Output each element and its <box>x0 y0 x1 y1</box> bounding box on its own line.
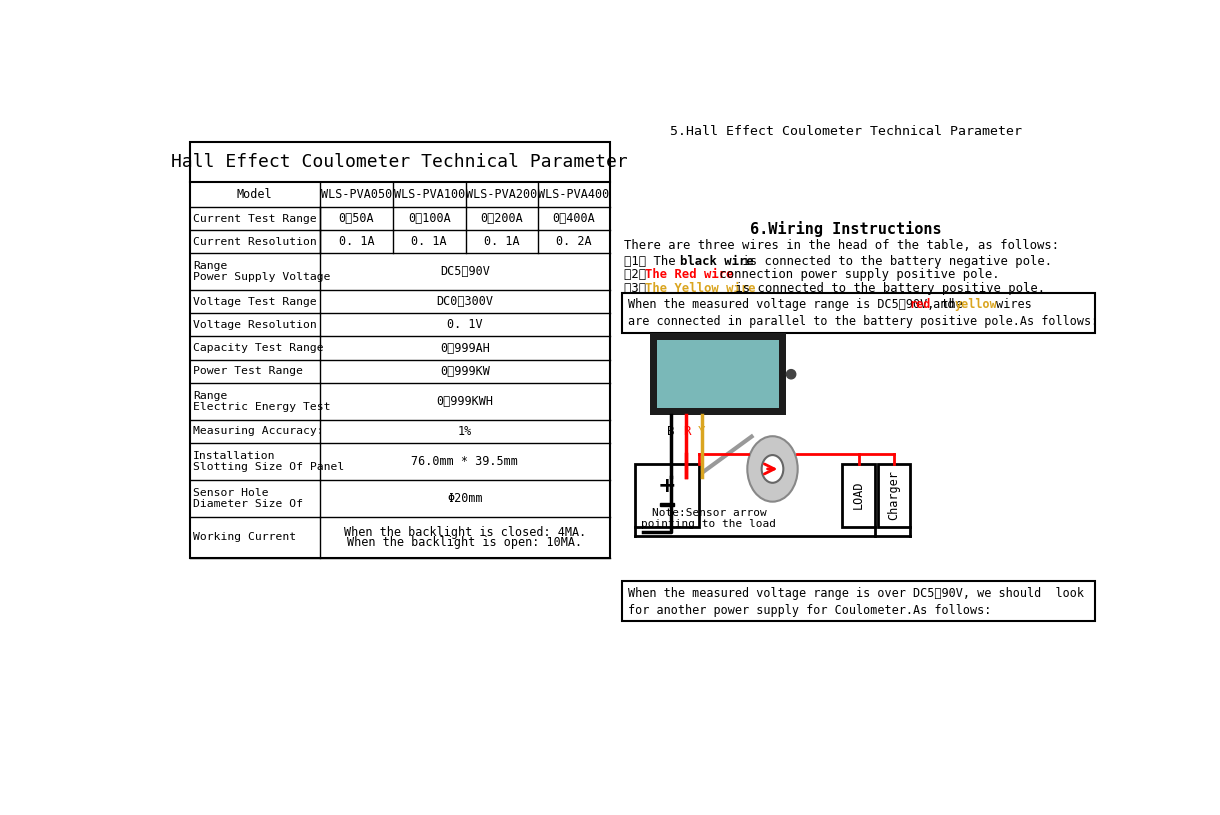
Text: 0. 1A: 0. 1A <box>484 236 520 249</box>
Text: 0. 1A: 0. 1A <box>411 236 447 249</box>
Text: 0～200A: 0～200A <box>481 212 523 225</box>
Text: Working Current: Working Current <box>193 532 296 543</box>
Text: Model: Model <box>237 188 272 201</box>
Text: WLS-PVA400: WLS-PVA400 <box>538 188 610 201</box>
Text: Current Test Range: Current Test Range <box>193 214 316 223</box>
Text: Note:Sensor arrow: Note:Sensor arrow <box>651 508 766 518</box>
Text: Φ20mm: Φ20mm <box>447 491 483 504</box>
Text: is connected to the battery negative pole.: is connected to the battery negative pol… <box>736 254 1053 267</box>
Text: 【2】: 【2】 <box>623 268 653 281</box>
Text: DC0～300V: DC0～300V <box>437 295 493 308</box>
Text: are connected in parallel to the battery positive pole.As follows:: are connected in parallel to the battery… <box>627 315 1098 328</box>
Text: 0～999KWH: 0～999KWH <box>437 394 493 408</box>
Text: Range: Range <box>193 262 227 271</box>
Text: 【3】: 【3】 <box>623 282 653 295</box>
Bar <box>660 503 675 506</box>
Text: 76.0mm * 39.5mm: 76.0mm * 39.5mm <box>411 455 518 468</box>
Text: 0～50A: 0～50A <box>338 212 375 225</box>
Text: Measuring Accuracy:: Measuring Accuracy: <box>193 426 323 436</box>
Text: 0. 1A: 0. 1A <box>338 236 375 249</box>
Text: black wire: black wire <box>680 254 753 267</box>
Text: 0～999KW: 0～999KW <box>440 364 489 377</box>
Text: Sensor Hole: Sensor Hole <box>193 488 268 498</box>
Text: Current Resolution: Current Resolution <box>193 237 316 247</box>
Text: Charger: Charger <box>888 470 900 520</box>
Text: DC5～90V: DC5～90V <box>440 266 489 278</box>
Ellipse shape <box>748 436 798 502</box>
Text: Range: Range <box>193 390 227 401</box>
Bar <box>636 464 699 526</box>
Text: When the backlight is closed: 4MA.: When the backlight is closed: 4MA. <box>344 526 586 539</box>
Text: 0～999AH: 0～999AH <box>440 341 489 355</box>
Text: yellow: yellow <box>954 298 998 311</box>
Text: Electric Energy Test: Electric Energy Test <box>193 402 331 412</box>
Circle shape <box>787 370 795 379</box>
Text: and: and <box>926 298 961 311</box>
Text: 1%: 1% <box>458 425 472 438</box>
Text: WLS-PVA100: WLS-PVA100 <box>394 188 465 201</box>
Text: Capacity Test Range: Capacity Test Range <box>193 343 323 353</box>
Text: Y: Y <box>698 425 705 438</box>
Text: 0～100A: 0～100A <box>407 212 450 225</box>
Text: Power Test Range: Power Test Range <box>193 366 303 377</box>
Text: Voltage Resolution: Voltage Resolution <box>193 320 316 330</box>
Bar <box>878 464 910 526</box>
Text: When the measured voltage range is DC5～90V, the: When the measured voltage range is DC5～9… <box>627 298 970 311</box>
Text: When the backlight is open: 10MA.: When the backlight is open: 10MA. <box>348 536 582 549</box>
Text: The Red wire: The Red wire <box>645 268 734 281</box>
Text: Hall Effect Coulometer Technical Parameter: Hall Effect Coulometer Technical Paramet… <box>171 153 628 171</box>
Text: WLS-PVA050: WLS-PVA050 <box>321 188 392 201</box>
Text: connection power supply positive pole.: connection power supply positive pole. <box>712 268 999 281</box>
Text: +: + <box>658 476 676 496</box>
Bar <box>189 143 610 558</box>
Text: red: red <box>909 298 931 311</box>
Text: B: B <box>667 425 675 438</box>
Text: The Yellow wire: The Yellow wire <box>645 282 756 295</box>
Text: 【1】 The: 【1】 The <box>623 254 683 267</box>
Text: Voltage Test Range: Voltage Test Range <box>193 297 316 307</box>
Bar <box>622 293 1094 333</box>
Text: 6.Wiring Instructions: 6.Wiring Instructions <box>750 221 942 236</box>
Text: 0. 1V: 0. 1V <box>447 319 483 332</box>
Text: When the measured voltage range is over DC5～90V, we should  look: When the measured voltage range is over … <box>627 587 1083 600</box>
Text: R: R <box>683 425 691 438</box>
Text: pointing to the load: pointing to the load <box>642 519 776 530</box>
Text: for another power supply for Coulometer.As follows:: for another power supply for Coulometer.… <box>627 604 991 617</box>
Text: wires: wires <box>988 298 1031 311</box>
Text: Power Supply Voltage: Power Supply Voltage <box>193 272 331 282</box>
Bar <box>658 341 780 408</box>
Text: WLS-PVA200: WLS-PVA200 <box>466 188 538 201</box>
Text: 5.Hall Effect Coulometer Technical Parameter: 5.Hall Effect Coulometer Technical Param… <box>670 126 1022 139</box>
Ellipse shape <box>761 455 783 482</box>
Text: There are three wires in the head of the table, as follows:: There are three wires in the head of the… <box>623 239 1059 252</box>
Text: LOAD: LOAD <box>852 481 865 509</box>
FancyArrowPatch shape <box>765 464 775 474</box>
Text: Diameter Size Of: Diameter Size Of <box>193 499 303 509</box>
Text: 0. 2A: 0. 2A <box>556 236 592 249</box>
Text: Slotting Size Of Panel: Slotting Size Of Panel <box>193 461 344 472</box>
Text: is connected to the battery positive pole.: is connected to the battery positive pol… <box>728 282 1046 295</box>
Bar <box>842 464 875 526</box>
Bar <box>622 581 1094 621</box>
Bar <box>650 333 787 415</box>
Text: Installation: Installation <box>193 451 276 460</box>
Text: 0～400A: 0～400A <box>553 212 595 225</box>
